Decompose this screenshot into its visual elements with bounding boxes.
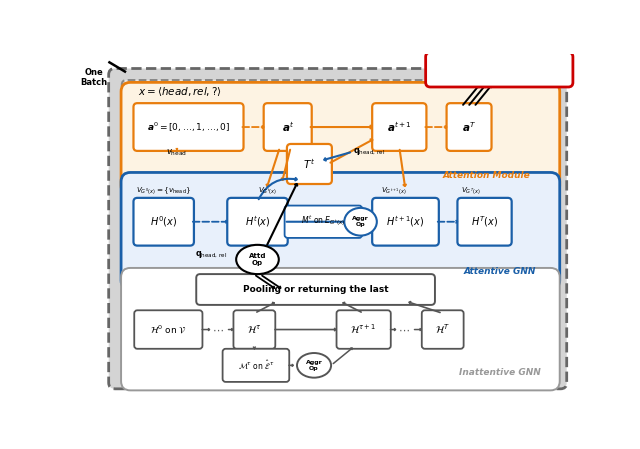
FancyBboxPatch shape: [134, 198, 194, 246]
FancyBboxPatch shape: [287, 144, 332, 184]
Text: $\boldsymbol{a}^T$: $\boldsymbol{a}^T$: [462, 120, 476, 134]
Text: $H^t(x)$: $H^t(x)$: [244, 214, 270, 229]
FancyBboxPatch shape: [109, 69, 566, 389]
FancyBboxPatch shape: [134, 310, 202, 349]
FancyBboxPatch shape: [234, 310, 275, 349]
Text: Inattentive GNN: Inattentive GNN: [459, 368, 541, 377]
FancyBboxPatch shape: [458, 198, 511, 246]
Text: Pooling or returning the last: Pooling or returning the last: [243, 285, 388, 294]
Ellipse shape: [344, 208, 377, 236]
Text: Aggr
Op: Aggr Op: [306, 360, 323, 371]
Text: $V_{G^0(x)} = \{v_\mathrm{head}\}$: $V_{G^0(x)} = \{v_\mathrm{head}\}$: [136, 185, 191, 196]
Text: $\mathbf{q}_\mathrm{head,\,rel}$: $\mathbf{q}_\mathrm{head,\,rel}$: [353, 146, 385, 157]
Text: $\mathcal{H}^0$ on $\mathcal{V}$: $\mathcal{H}^0$ on $\mathcal{V}$: [150, 323, 187, 336]
Text: Aggr
Op: Aggr Op: [352, 216, 369, 227]
FancyBboxPatch shape: [372, 103, 426, 151]
Text: $\mathbf{q}_\mathrm{head,\,rel}$: $\mathbf{q}_\mathrm{head,\,rel}$: [195, 250, 227, 260]
FancyBboxPatch shape: [121, 82, 560, 195]
Ellipse shape: [297, 353, 331, 378]
Text: Attd
Op: Attd Op: [249, 253, 266, 266]
FancyBboxPatch shape: [121, 268, 560, 390]
Text: $\mathcal{H}^\tau$: $\mathcal{H}^\tau$: [247, 323, 262, 336]
FancyBboxPatch shape: [122, 80, 554, 376]
FancyBboxPatch shape: [223, 349, 289, 382]
Text: $V_{G^{t+1}(x)}$: $V_{G^{t+1}(x)}$: [381, 185, 406, 196]
FancyBboxPatch shape: [121, 172, 560, 290]
FancyBboxPatch shape: [227, 198, 288, 246]
Text: $H^T(x)$: $H^T(x)$: [471, 214, 498, 229]
Text: $\boldsymbol{a}^{t+1}$: $\boldsymbol{a}^{t+1}$: [387, 120, 412, 134]
Text: $\boldsymbol{a}^t$: $\boldsymbol{a}^t$: [282, 120, 294, 134]
Text: $H^{t+1}(x)$: $H^{t+1}(x)$: [387, 214, 425, 229]
Text: $H^0(x)$: $H^0(x)$: [150, 214, 177, 229]
Text: $\boldsymbol{a}^0 = [0,\ldots,1,\ldots,0]$: $\boldsymbol{a}^0 = [0,\ldots,1,\ldots,0…: [147, 120, 230, 134]
Ellipse shape: [236, 245, 279, 274]
Text: $\mathcal{H}^{\tau+1}$: $\mathcal{H}^{\tau+1}$: [351, 323, 377, 336]
Text: $v_\mathrm{head}$: $v_\mathrm{head}$: [166, 148, 188, 158]
FancyBboxPatch shape: [134, 103, 244, 151]
Text: $M^t$ on $E_{G^t(x)}$: $M^t$ on $E_{G^t(x)}$: [301, 214, 346, 229]
Text: Attention Module: Attention Module: [443, 171, 531, 180]
Text: Attentive GNN: Attentive GNN: [464, 268, 536, 277]
Text: $\cdots$: $\cdots$: [398, 325, 410, 335]
FancyBboxPatch shape: [196, 274, 435, 305]
FancyBboxPatch shape: [426, 53, 573, 87]
FancyBboxPatch shape: [447, 103, 492, 151]
Text: One
Batch: One Batch: [81, 68, 108, 88]
Text: $\cdots$: $\cdots$: [212, 325, 224, 335]
FancyBboxPatch shape: [372, 198, 439, 246]
Text: $\mathcal{M}^\tau$ on $\hat{\mathcal{E}}^\tau$: $\mathcal{M}^\tau$ on $\hat{\mathcal{E}}…: [237, 359, 274, 372]
Text: $\mathcal{H}^T$: $\mathcal{H}^T$: [435, 323, 450, 336]
Text: $\sum -\log(a^T_\mathrm{tail})$: $\sum -\log(a^T_\mathrm{tail})$: [464, 60, 534, 79]
FancyBboxPatch shape: [337, 310, 391, 349]
FancyBboxPatch shape: [264, 103, 312, 151]
Text: $V_{G^T(x)}$: $V_{G^T(x)}$: [461, 185, 481, 196]
Text: $T^t$: $T^t$: [303, 157, 316, 171]
Text: $x = \langle \mathit{head}, \mathit{rel}, ?\rangle$: $x = \langle \mathit{head}, \mathit{rel}…: [138, 85, 222, 98]
FancyBboxPatch shape: [285, 206, 362, 238]
FancyBboxPatch shape: [422, 310, 463, 349]
Text: $V_{G^t(x)}$: $V_{G^t(x)}$: [259, 185, 278, 196]
